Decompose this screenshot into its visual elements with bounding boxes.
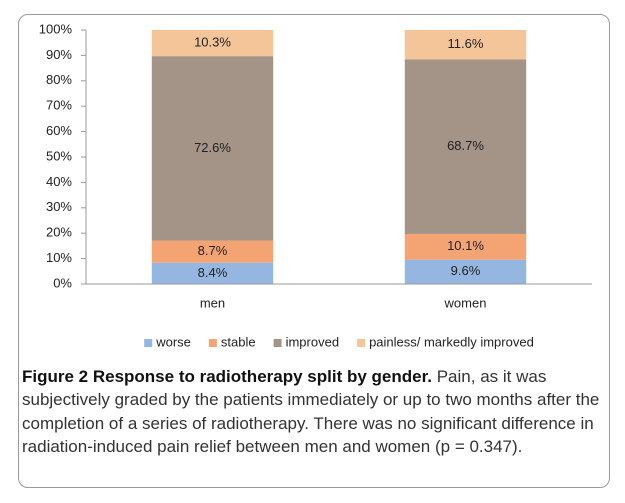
y-tick-label: 80% (46, 72, 72, 87)
y-tick-label: 90% (46, 47, 72, 62)
bar-segment (151, 30, 274, 57)
y-tick-label: 0% (53, 275, 72, 290)
figure-frame (18, 14, 610, 488)
legend-label: painless/ markedly improved (369, 334, 534, 349)
caption: Figure 2 Response to radiotherapy split … (22, 365, 612, 458)
bar-segment (404, 259, 527, 284)
value-label: 8.7% (198, 243, 228, 258)
bar-segment (404, 30, 527, 60)
y-tick-label: 60% (46, 123, 72, 138)
y-tick-label: 100% (39, 21, 73, 36)
y-tick-label: 50% (46, 148, 72, 163)
caption-text: Pain, as it was subjectively graded by t… (22, 367, 600, 456)
legend-swatch (208, 339, 217, 347)
y-tick-label: 30% (46, 199, 72, 214)
bar-segment (151, 262, 274, 284)
legend-swatch (273, 339, 282, 347)
value-label: 10.1% (447, 238, 484, 253)
bar-segment (404, 59, 527, 234)
value-label: 11.6% (448, 36, 484, 51)
legend-label: stable (221, 334, 256, 349)
value-label: 8.4% (198, 265, 228, 280)
legend-swatch (357, 339, 366, 347)
value-label: 10.3% (194, 35, 231, 50)
y-tick-label: 40% (46, 174, 72, 189)
value-label: 68.7% (447, 138, 484, 153)
x-tick-label: men (200, 295, 225, 310)
chart: 0% 10% 20% 30% 40% 50% 60% 70% 80% 90% 100% men 8.4%… (39, 21, 592, 349)
legend-label: worse (155, 334, 191, 349)
caption-label: Figure 2 Response to radiotherapy split … (22, 367, 432, 386)
legend-swatch (144, 339, 153, 347)
bar-segment (404, 233, 527, 260)
y-tick-label: 10% (46, 250, 72, 265)
bar-segment (151, 240, 274, 263)
bar-segment (151, 56, 274, 241)
value-label: 9.6% (451, 263, 481, 278)
value-label: 72.6% (194, 140, 231, 155)
y-tick-label: 20% (46, 225, 72, 240)
x-tick-label: women (444, 295, 487, 310)
legend-label: improved (286, 334, 339, 349)
y-tick-label: 70% (46, 98, 72, 113)
